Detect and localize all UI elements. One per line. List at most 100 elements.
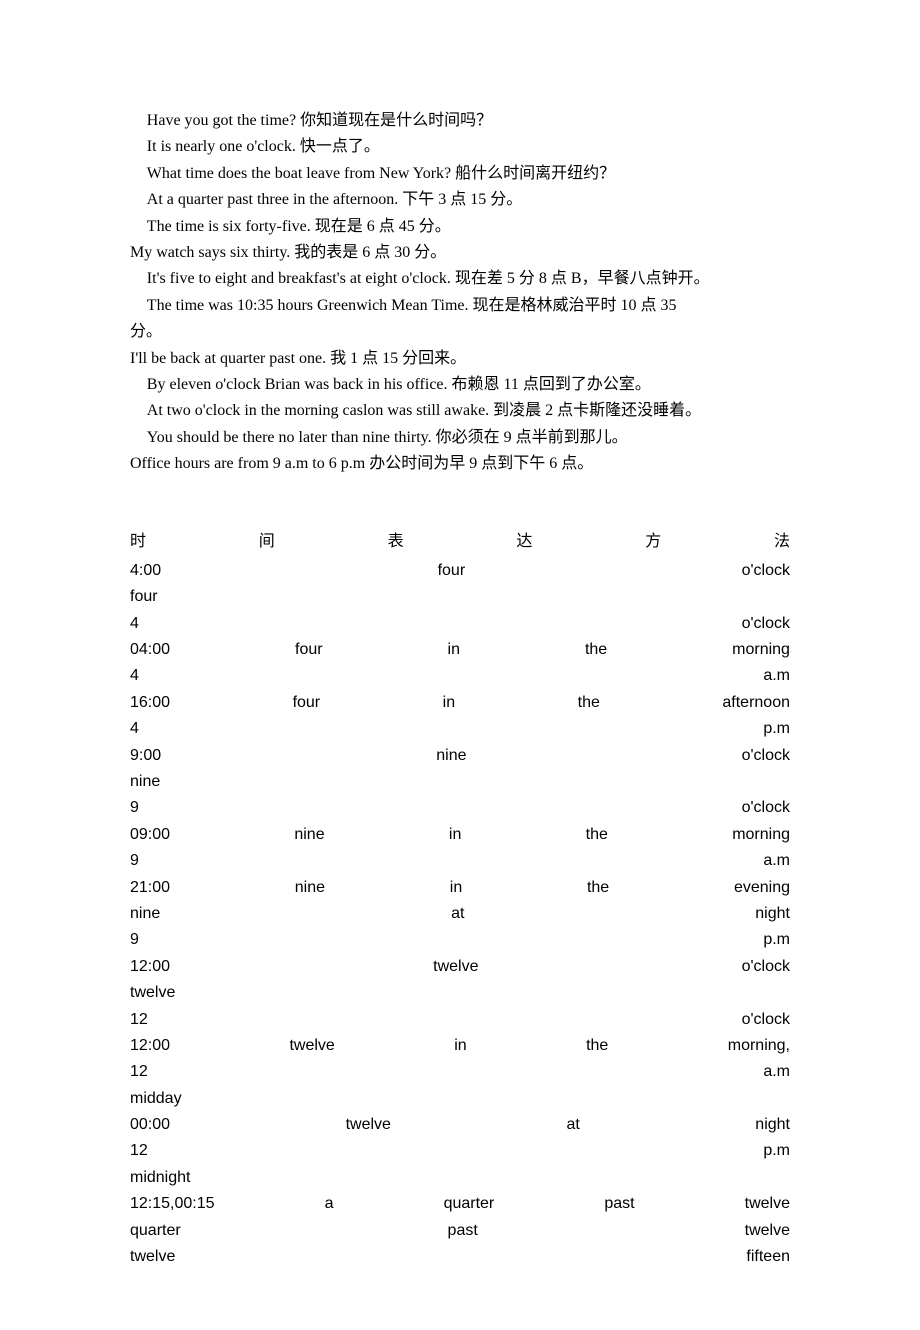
table-cell: four	[293, 690, 321, 716]
table-cell: o'clock	[742, 558, 790, 584]
table-cell: fifteen	[746, 1244, 790, 1270]
table-cell: twelve	[433, 954, 478, 980]
table-cell: 9	[130, 927, 139, 953]
table-row: 16:00fourintheafternoon	[130, 690, 790, 716]
table-cell: a	[325, 1191, 334, 1217]
table-cell: quarter	[444, 1191, 495, 1217]
table-cell: nine	[295, 875, 325, 901]
table-cell: o'clock	[742, 954, 790, 980]
table-row: midnight	[130, 1165, 790, 1191]
table-cell: afternoon	[722, 690, 790, 716]
table-cell: 9	[130, 848, 139, 874]
table-cell: 04:00	[130, 637, 170, 663]
table-cell: 21:00	[130, 875, 170, 901]
table-cell: nine	[294, 822, 324, 848]
table-row: 12 p.m	[130, 1138, 790, 1164]
table-cell: 9	[130, 795, 139, 821]
table-row: 00:00 twelve at night	[130, 1112, 790, 1138]
table-cell: morning	[732, 637, 790, 663]
table-cell: 12	[130, 1138, 148, 1164]
table-row: nineatnight	[130, 901, 790, 927]
sentence-line: By eleven o'clock Brian was back in his …	[130, 372, 790, 398]
table-cell: the	[586, 1033, 608, 1059]
table-row: four	[130, 584, 790, 610]
table-header-cell: 法	[774, 529, 790, 555]
table-cell: nine	[130, 901, 160, 927]
table-cell: 4	[130, 611, 139, 637]
table-cell: in	[454, 1033, 466, 1059]
table-cell: at	[451, 901, 464, 927]
table-row: twelve fifteen	[130, 1244, 790, 1270]
table-cell: 12	[130, 1059, 148, 1085]
table-cell: 16:00	[130, 690, 170, 716]
table-cell: 09:00	[130, 822, 170, 848]
table-row: 12o'clock	[130, 1007, 790, 1033]
sentence-line: Office hours are from 9 a.m to 6 p.m 办公时…	[130, 451, 790, 477]
table-cell: in	[448, 637, 460, 663]
table-cell: night	[755, 1112, 790, 1138]
table-cell: o'clock	[742, 795, 790, 821]
table-cell: p.m	[763, 1138, 790, 1164]
sentence-line: It's five to eight and breakfast's at ei…	[130, 266, 790, 292]
table-cell: midnight	[130, 1165, 190, 1191]
table-cell: the	[578, 690, 600, 716]
table-row: 9 a.m	[130, 848, 790, 874]
table-cell: twelve	[745, 1191, 790, 1217]
table-cell: in	[450, 875, 462, 901]
sentence-line: The time was 10:35 hours Greenwich Mean …	[130, 293, 790, 319]
table-row: 12:15,00:15 a quarter past twelve	[130, 1191, 790, 1217]
table-cell: twelve	[289, 1033, 334, 1059]
table-row: 4:00fouro'clock	[130, 558, 790, 584]
table-cell: 4:00	[130, 558, 161, 584]
table-cell: 9:00	[130, 743, 161, 769]
table-cell: past	[448, 1218, 478, 1244]
table-cell: 12:15,00:15	[130, 1191, 215, 1217]
sentence-line: What time does the boat leave from New Y…	[130, 161, 790, 187]
table-cell: twelve	[745, 1218, 790, 1244]
table-cell: morning	[732, 822, 790, 848]
sentence-line: 分。	[130, 319, 790, 345]
table-row: 21:00nineintheevening	[130, 875, 790, 901]
table-row: 9 p.m	[130, 927, 790, 953]
table-cell: past	[604, 1191, 634, 1217]
table-row: twelve	[130, 980, 790, 1006]
table-cell: twelve	[130, 980, 175, 1006]
sentence-line: You should be there no later than nine t…	[130, 425, 790, 451]
table-header-cell: 时	[130, 529, 146, 555]
table-header-cell: 表	[388, 529, 404, 555]
table-cell: a.m	[763, 848, 790, 874]
sentence-line: I'll be back at quarter past one. 我 1 点 …	[130, 346, 790, 372]
table-cell: the	[586, 822, 608, 848]
table-row: 9 o'clock	[130, 795, 790, 821]
table-body: 4:00fouro'clockfour4o'clock04:00fourinth…	[130, 558, 790, 1271]
table-row: 04:00fourinthemorning	[130, 637, 790, 663]
sentence-line: At a quarter past three in the afternoon…	[130, 187, 790, 213]
table-cell: 12:00	[130, 954, 170, 980]
table-cell: twelve	[346, 1112, 391, 1138]
table-header-cell: 达	[516, 529, 532, 555]
table-cell: at	[566, 1112, 579, 1138]
table-cell: a.m	[763, 1059, 790, 1085]
table-cell: p.m	[763, 927, 790, 953]
sentence-line: It is nearly one o'clock. 快一点了。	[130, 134, 790, 160]
table-row: 09:00nineinthemorning	[130, 822, 790, 848]
example-sentences: Have you got the time? 你知道现在是什么时间吗？It is…	[130, 108, 790, 477]
table-cell: quarter	[130, 1218, 181, 1244]
table-cell: four	[295, 637, 323, 663]
table-cell: 00:00	[130, 1112, 170, 1138]
table-row: 12:00 twelve o'clock	[130, 954, 790, 980]
table-row: 4 a.m	[130, 663, 790, 689]
table-cell: o'clock	[742, 1007, 790, 1033]
table-cell: twelve	[130, 1244, 175, 1270]
table-cell: evening	[734, 875, 790, 901]
table-cell: midday	[130, 1086, 182, 1112]
table-cell: a.m	[763, 663, 790, 689]
table-cell: 4	[130, 663, 139, 689]
table-cell: nine	[130, 769, 160, 795]
table-row: 12 a.m	[130, 1059, 790, 1085]
time-expression-table: 时间表达方法 4:00fouro'clockfour4o'clock04:00f…	[130, 529, 790, 1270]
table-row: quarter past twelve	[130, 1218, 790, 1244]
table-row: midday	[130, 1086, 790, 1112]
table-header-cell: 间	[259, 529, 275, 555]
table-cell: nine	[436, 743, 466, 769]
